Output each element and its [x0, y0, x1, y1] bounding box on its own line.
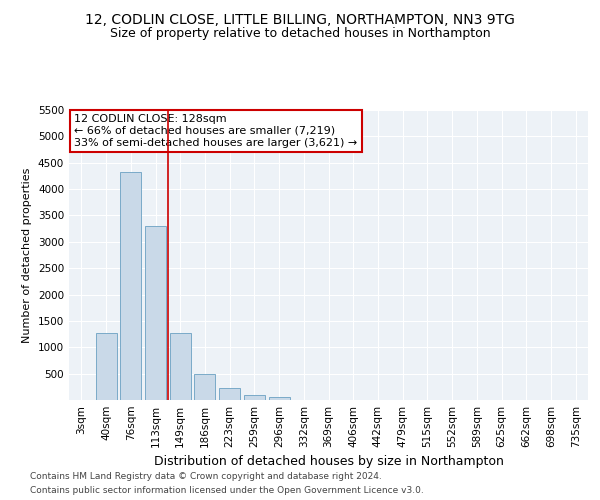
X-axis label: Distribution of detached houses by size in Northampton: Distribution of detached houses by size … — [154, 456, 503, 468]
Y-axis label: Number of detached properties: Number of detached properties — [22, 168, 32, 342]
Bar — [219, 388, 240, 400]
Bar — [95, 333, 116, 400]
Bar — [244, 396, 265, 400]
Bar — [269, 397, 290, 400]
Text: Contains HM Land Registry data © Crown copyright and database right 2024.: Contains HM Land Registry data © Crown c… — [30, 472, 382, 481]
Text: 12 CODLIN CLOSE: 128sqm
← 66% of detached houses are smaller (7,219)
33% of semi: 12 CODLIN CLOSE: 128sqm ← 66% of detache… — [74, 114, 358, 148]
Bar — [145, 226, 166, 400]
Text: Contains public sector information licensed under the Open Government Licence v3: Contains public sector information licen… — [30, 486, 424, 495]
Bar — [120, 172, 141, 400]
Bar — [194, 374, 215, 400]
Bar — [170, 332, 191, 400]
Text: Size of property relative to detached houses in Northampton: Size of property relative to detached ho… — [110, 28, 490, 40]
Text: 12, CODLIN CLOSE, LITTLE BILLING, NORTHAMPTON, NN3 9TG: 12, CODLIN CLOSE, LITTLE BILLING, NORTHA… — [85, 12, 515, 26]
